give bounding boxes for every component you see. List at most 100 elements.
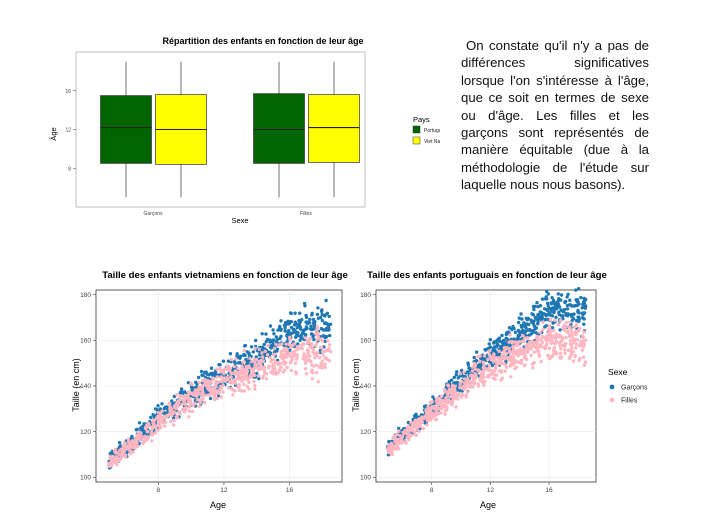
scatter-point [320, 312, 324, 317]
scatter-point [321, 353, 325, 357]
scatter-point [144, 435, 149, 439]
scatter-point [501, 340, 505, 344]
pt-ytick-label: 160 [360, 337, 371, 344]
scatter-point [558, 328, 562, 332]
scatter-point [580, 316, 585, 320]
scatter-point [473, 367, 478, 371]
scatter-point [277, 325, 282, 330]
scatter-point [550, 296, 554, 300]
scatter-point [309, 324, 313, 328]
scatter-point [488, 345, 492, 349]
scatter-point [165, 406, 169, 410]
scatter-point [540, 314, 544, 319]
pt-ytick-label: 120 [360, 429, 371, 436]
scatter-point [200, 387, 205, 392]
scatter-point [168, 403, 172, 408]
scatter-point [568, 338, 573, 343]
scatter-point [312, 325, 316, 329]
scatter-point [414, 425, 419, 429]
scatter-point [296, 342, 300, 346]
scatter-point [187, 405, 192, 409]
scatter-point [325, 322, 329, 326]
scatter-point [195, 394, 199, 398]
scatter-point [507, 340, 511, 344]
scatter-portugal-points [386, 287, 588, 457]
scatter-point [192, 393, 196, 397]
scatter-point [172, 394, 176, 399]
scatter-point [257, 376, 261, 381]
pt-ytick-label: 140 [360, 383, 371, 390]
scatter-point [458, 389, 462, 393]
scatter-point [518, 331, 522, 336]
scatter-point [555, 307, 559, 311]
scatter-point [231, 371, 235, 375]
scatter-point [557, 310, 561, 315]
scatter-point [413, 419, 418, 423]
scatter-point [156, 420, 160, 425]
pt-xtick-label: 12 [487, 487, 495, 494]
scatter-point [195, 398, 200, 402]
scatter-point [126, 440, 131, 444]
scatter-point [565, 303, 569, 308]
scatter-point [516, 328, 520, 333]
scatter-point [242, 389, 246, 393]
scatter-point [310, 311, 314, 315]
scatter-point [570, 331, 574, 335]
vn-xtick-label: 8 [157, 487, 161, 494]
scatter-point [254, 338, 258, 343]
boxplot-marks [100, 61, 360, 198]
scatter-point [515, 360, 519, 364]
scatter-point [558, 318, 563, 323]
scatter-point [265, 337, 270, 342]
scatter-point [503, 369, 507, 373]
scatter-point [287, 352, 292, 356]
scatter-point [476, 384, 481, 388]
scatter-point [455, 387, 459, 391]
scatter-point [429, 414, 434, 419]
scatter-point [512, 337, 516, 341]
scatter-point [479, 374, 483, 378]
scatter-point [486, 375, 491, 379]
scatter-point [458, 382, 462, 386]
scatter-point [191, 403, 195, 407]
scatter-point [169, 409, 173, 413]
scatter-point [318, 345, 323, 350]
scatter-vietnam-chart: Taille des enfants vietnamiens en foncti… [62, 262, 352, 512]
scatter-point [268, 356, 272, 360]
scatter-point [185, 393, 189, 398]
vn-series-1 [107, 325, 333, 469]
scatter-point [160, 420, 164, 424]
scatter-point [536, 305, 540, 309]
scatter-point [264, 372, 269, 376]
scatter-point [228, 380, 232, 385]
scatter-point [482, 363, 486, 367]
scatter-point [511, 351, 516, 356]
scatter-point [522, 339, 526, 344]
box-1-0 [155, 61, 207, 198]
scatter-point [119, 447, 123, 451]
scatter-point [289, 325, 294, 330]
scatter-point [299, 327, 303, 331]
scatter-point [498, 359, 503, 364]
scatter-point [516, 336, 520, 341]
scatter-point [547, 311, 551, 315]
scatter-point [250, 360, 254, 364]
scatter-point [292, 323, 297, 327]
scatter-point [417, 429, 421, 433]
scatter-point [545, 289, 549, 294]
scatter-point [478, 359, 482, 364]
scatter-point [538, 310, 542, 314]
scatter-point [284, 346, 288, 350]
scatter-point [516, 343, 520, 347]
scatter-point [454, 373, 458, 377]
scatter-point [316, 316, 320, 320]
scatter-point [482, 354, 487, 358]
scatter-point [244, 373, 249, 377]
scatter-point [233, 361, 237, 366]
scatter-point [236, 361, 241, 365]
scatter-point [249, 345, 254, 349]
scatter-point [213, 392, 218, 396]
vn-xtick-label: 16 [286, 487, 294, 494]
boxplot-xtick-label: Garçons [144, 211, 163, 217]
scatter-point [236, 355, 241, 360]
